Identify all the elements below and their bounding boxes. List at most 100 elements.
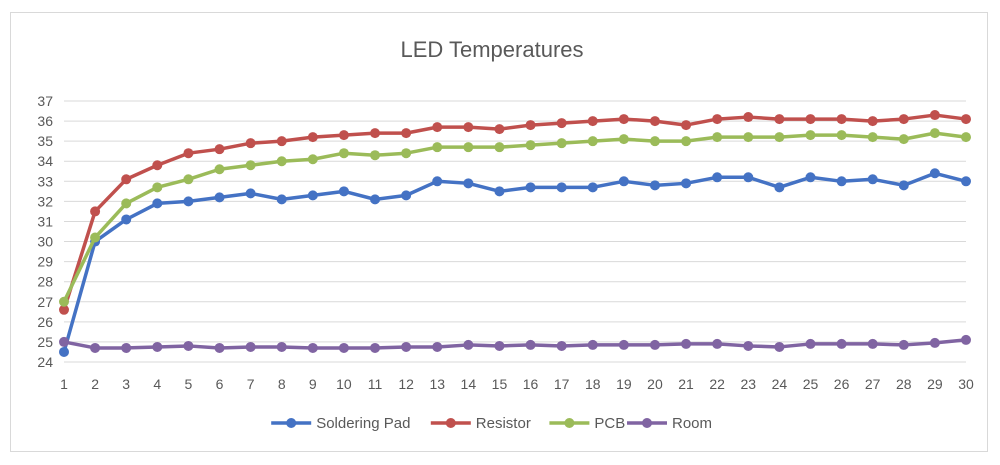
data-point: [587, 339, 598, 350]
legend-item: Soldering Pad: [271, 415, 410, 432]
legend: Soldering Pad Resistor PCB Room: [271, 415, 712, 432]
x-tick-label: 28: [896, 376, 912, 392]
data-point: [245, 188, 256, 199]
data-point: [743, 172, 754, 183]
data-point: [836, 130, 847, 141]
data-point: [929, 110, 940, 121]
data-point: [338, 342, 349, 353]
legend-label: Room: [672, 415, 712, 432]
data-point: [463, 142, 474, 153]
data-point: [401, 341, 412, 352]
x-tick-label: 21: [678, 376, 694, 392]
data-point: [245, 138, 256, 149]
data-point: [401, 148, 412, 159]
data-point: [587, 116, 598, 127]
x-tick-label: 12: [398, 376, 414, 392]
x-tick-label: 3: [122, 376, 130, 392]
data-point: [774, 341, 785, 352]
data-point: [898, 114, 909, 125]
x-tick-label: 24: [772, 376, 788, 392]
x-tick-label: 20: [647, 376, 663, 392]
data-point: [618, 114, 629, 125]
data-point: [681, 178, 692, 189]
data-point: [649, 180, 660, 191]
data-point: [183, 174, 194, 185]
data-point: [618, 134, 629, 145]
data-point: [805, 338, 816, 349]
x-tick-label: 6: [216, 376, 224, 392]
data-point: [245, 160, 256, 171]
data-point: [463, 339, 474, 350]
data-point: [805, 114, 816, 125]
data-point: [681, 136, 692, 147]
legend-marker: [445, 418, 456, 428]
data-point: [867, 338, 878, 349]
legend-label: Resistor: [476, 415, 531, 432]
data-point: [121, 198, 132, 209]
data-point: [183, 148, 194, 159]
data-point: [370, 150, 381, 161]
series-line: [62, 113, 967, 311]
y-tick-label: 26: [37, 314, 53, 330]
data-point: [556, 182, 567, 193]
data-point: [90, 232, 101, 243]
legend-item: Room: [627, 415, 712, 432]
data-point: [245, 341, 256, 352]
x-tick-label: 26: [834, 376, 850, 392]
x-tick-label: 8: [278, 376, 286, 392]
data-point: [805, 130, 816, 141]
data-point: [494, 142, 505, 153]
series-pcb: [59, 128, 971, 307]
data-point: [618, 339, 629, 350]
y-tick-label: 31: [37, 213, 53, 229]
x-tick-label: 11: [368, 376, 383, 392]
x-tick-label: 5: [185, 376, 193, 392]
data-point: [961, 114, 971, 125]
data-point: [276, 194, 287, 205]
legend-marker: [642, 418, 652, 428]
data-point: [649, 116, 660, 127]
data-point: [121, 214, 132, 225]
data-point: [556, 340, 567, 351]
data-point: [681, 120, 692, 131]
data-point: [432, 142, 443, 153]
data-point: [836, 338, 847, 349]
legend-item: PCB: [549, 415, 625, 432]
y-tick-label: 33: [37, 173, 53, 189]
data-point: [214, 342, 225, 353]
data-point: [556, 138, 567, 149]
data-point: [370, 128, 381, 139]
data-point: [59, 336, 69, 347]
data-point: [618, 176, 629, 187]
x-tick-label: 30: [958, 376, 974, 392]
x-tick-label: 29: [927, 376, 943, 392]
x-tick-label: 18: [585, 376, 601, 392]
data-point: [432, 176, 443, 187]
series-resistor: [59, 110, 971, 315]
x-tick-label: 23: [740, 376, 756, 392]
x-tick-label: 19: [616, 376, 632, 392]
data-point: [774, 132, 785, 143]
series-line: [62, 131, 967, 303]
data-point: [338, 130, 349, 141]
data-point: [338, 186, 349, 197]
data-point: [525, 182, 536, 193]
legend-label: Soldering Pad: [316, 415, 410, 432]
y-tick-label: 27: [37, 294, 53, 310]
data-point: [898, 134, 909, 145]
data-point: [152, 182, 163, 193]
y-tick-label: 28: [37, 274, 53, 290]
data-point: [649, 339, 660, 350]
data-point: [867, 174, 878, 185]
x-tick-label: 14: [461, 376, 477, 392]
x-tick-label: 4: [153, 376, 161, 392]
data-point: [494, 124, 505, 135]
x-tick-label: 2: [91, 376, 99, 392]
data-point: [307, 132, 318, 143]
data-point: [121, 342, 132, 353]
data-point: [649, 136, 660, 147]
data-point: [712, 338, 723, 349]
data-point: [774, 182, 785, 193]
x-tick-label: 9: [309, 376, 317, 392]
x-tick-label: 22: [709, 376, 725, 392]
